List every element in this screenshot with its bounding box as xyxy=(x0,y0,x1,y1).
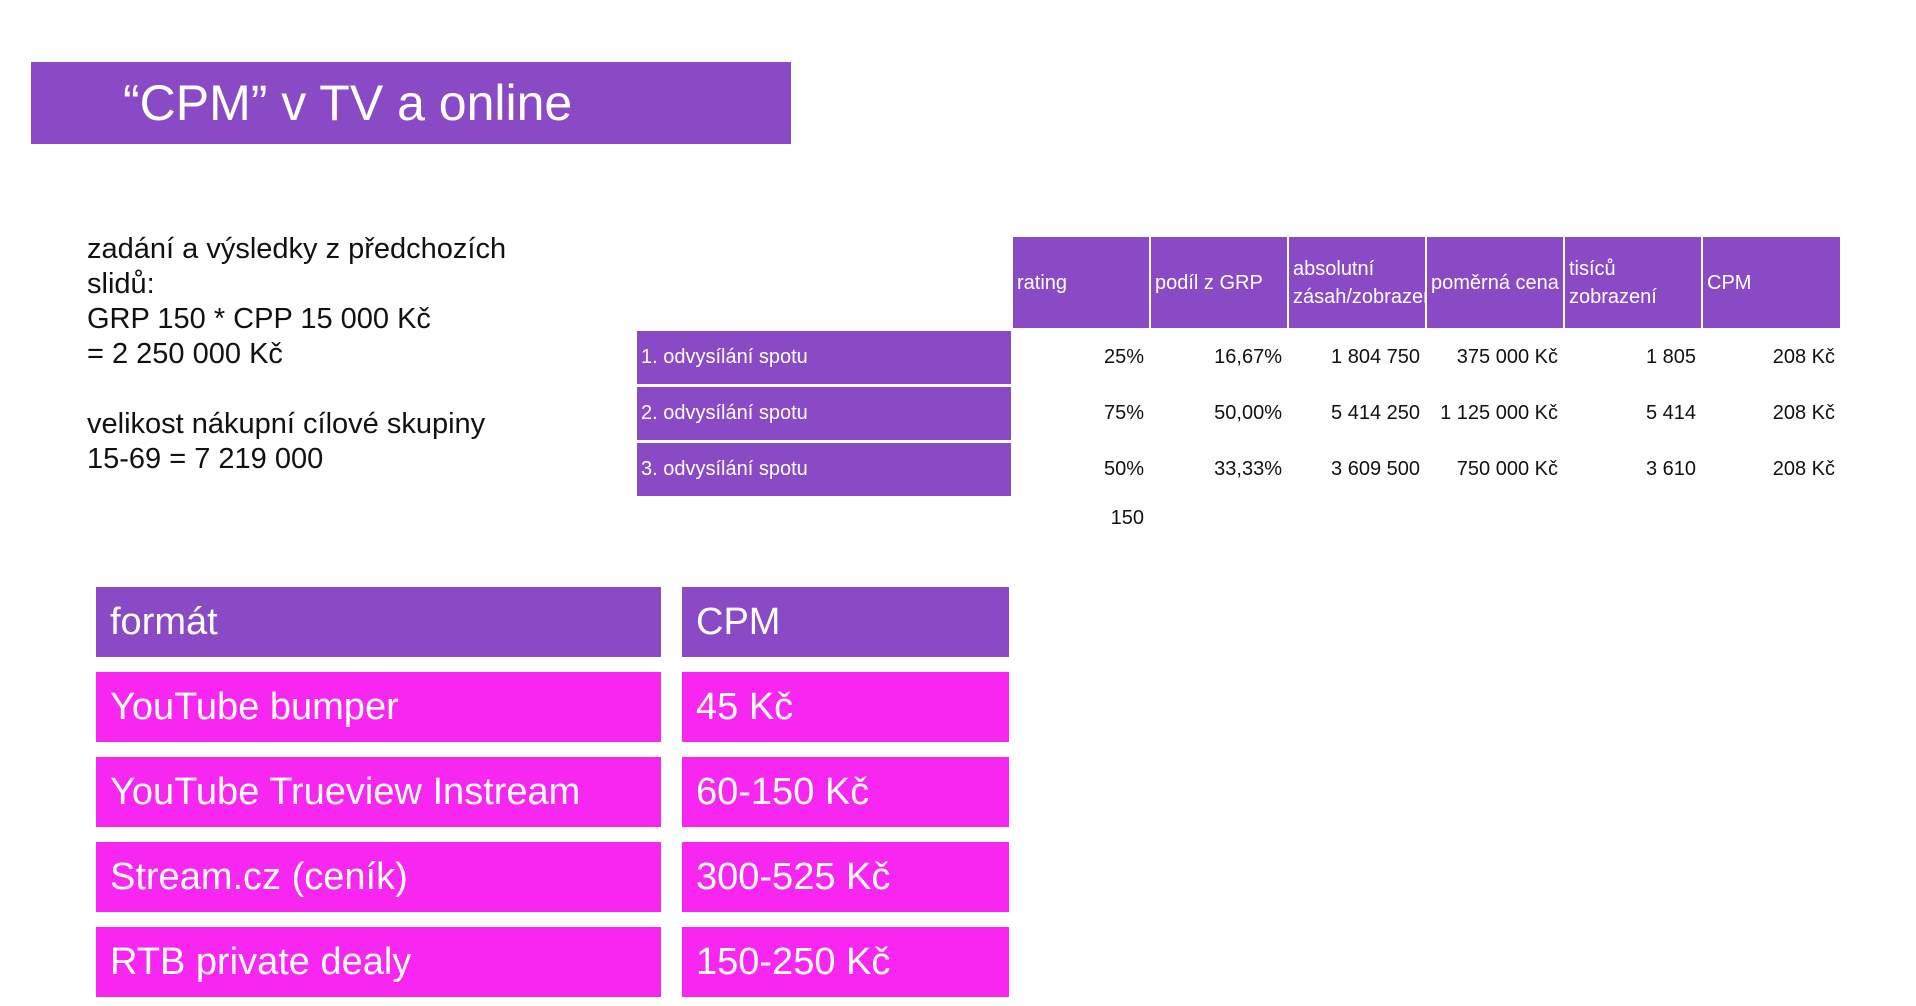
table-cell: 3 609 500 xyxy=(1331,458,1420,480)
col-header-cpm: CPM xyxy=(1703,237,1840,328)
format-cpm: 150-250 Kč xyxy=(682,927,1009,997)
intro-line: velikost nákupní cílové skupiny xyxy=(87,408,486,440)
table-cell: 1 125 000 Kč xyxy=(1440,402,1558,424)
format-name: YouTube Trueview Instream xyxy=(96,757,661,827)
total-rating: 150 xyxy=(1110,507,1144,529)
table-cell: 375 000 Kč xyxy=(1456,346,1558,368)
table-cell: 25% xyxy=(1103,346,1144,368)
format-cpm: 60-150 Kč xyxy=(682,757,1009,827)
format-name: RTB private dealy xyxy=(96,927,661,997)
table-cell: 16,67% xyxy=(1214,346,1282,368)
col-header-thousand-impressions: tisíců zobrazení xyxy=(1565,237,1701,328)
slide-title: “CPM” v TV a online xyxy=(31,62,791,144)
table-cell: 1 805 xyxy=(1645,346,1696,368)
format-cpm: 45 Kč xyxy=(682,672,1009,742)
col-header-grp-share: podíl z GRP xyxy=(1151,237,1287,328)
col-header-relative-price: poměrná cena xyxy=(1427,237,1563,328)
table-cell: 50,00% xyxy=(1214,402,1282,424)
table-cell: 208 Kč xyxy=(1772,346,1835,368)
format-name: YouTube bumper xyxy=(96,672,661,742)
intro-text: zadání a výsledky z předchozích slidů: G… xyxy=(87,232,647,477)
col-header-format: formát xyxy=(96,587,661,657)
table-cell: 1 804 750 xyxy=(1331,346,1420,368)
row-label: 2. odvysílání spotu xyxy=(637,387,1011,440)
table-cell: 208 Kč xyxy=(1772,402,1835,424)
col-header-cpm: CPM xyxy=(682,587,1009,657)
col-header-absolute-reach: absolutní zásah/zobrazení xyxy=(1289,237,1440,328)
col-header-rating: rating xyxy=(1013,237,1149,328)
table-cell: 3 610 xyxy=(1645,458,1696,480)
row-label: 1. odvysílání spotu xyxy=(637,331,1011,384)
row-label: 3. odvysílání spotu xyxy=(637,443,1011,496)
table-cell: 5 414 xyxy=(1645,402,1696,424)
format-name: Stream.cz (ceník) xyxy=(96,842,661,912)
intro-line: 15-69 = 7 219 000 xyxy=(87,443,324,475)
intro-line: slidů: xyxy=(87,268,155,300)
table-cell: 750 000 Kč xyxy=(1456,458,1558,480)
table-cell: 33,33% xyxy=(1214,458,1282,480)
intro-line: = 2 250 000 Kč xyxy=(87,338,283,370)
intro-line: zadání a výsledky z předchozích xyxy=(87,233,507,265)
table-cell: 50% xyxy=(1103,458,1144,480)
format-cpm: 300-525 Kč xyxy=(682,842,1009,912)
table-cell: 208 Kč xyxy=(1772,458,1835,480)
intro-line: GRP 150 * CPP 15 000 Kč xyxy=(87,303,431,335)
table-cell: 5 414 250 xyxy=(1331,402,1420,424)
table-cell: 75% xyxy=(1103,402,1144,424)
